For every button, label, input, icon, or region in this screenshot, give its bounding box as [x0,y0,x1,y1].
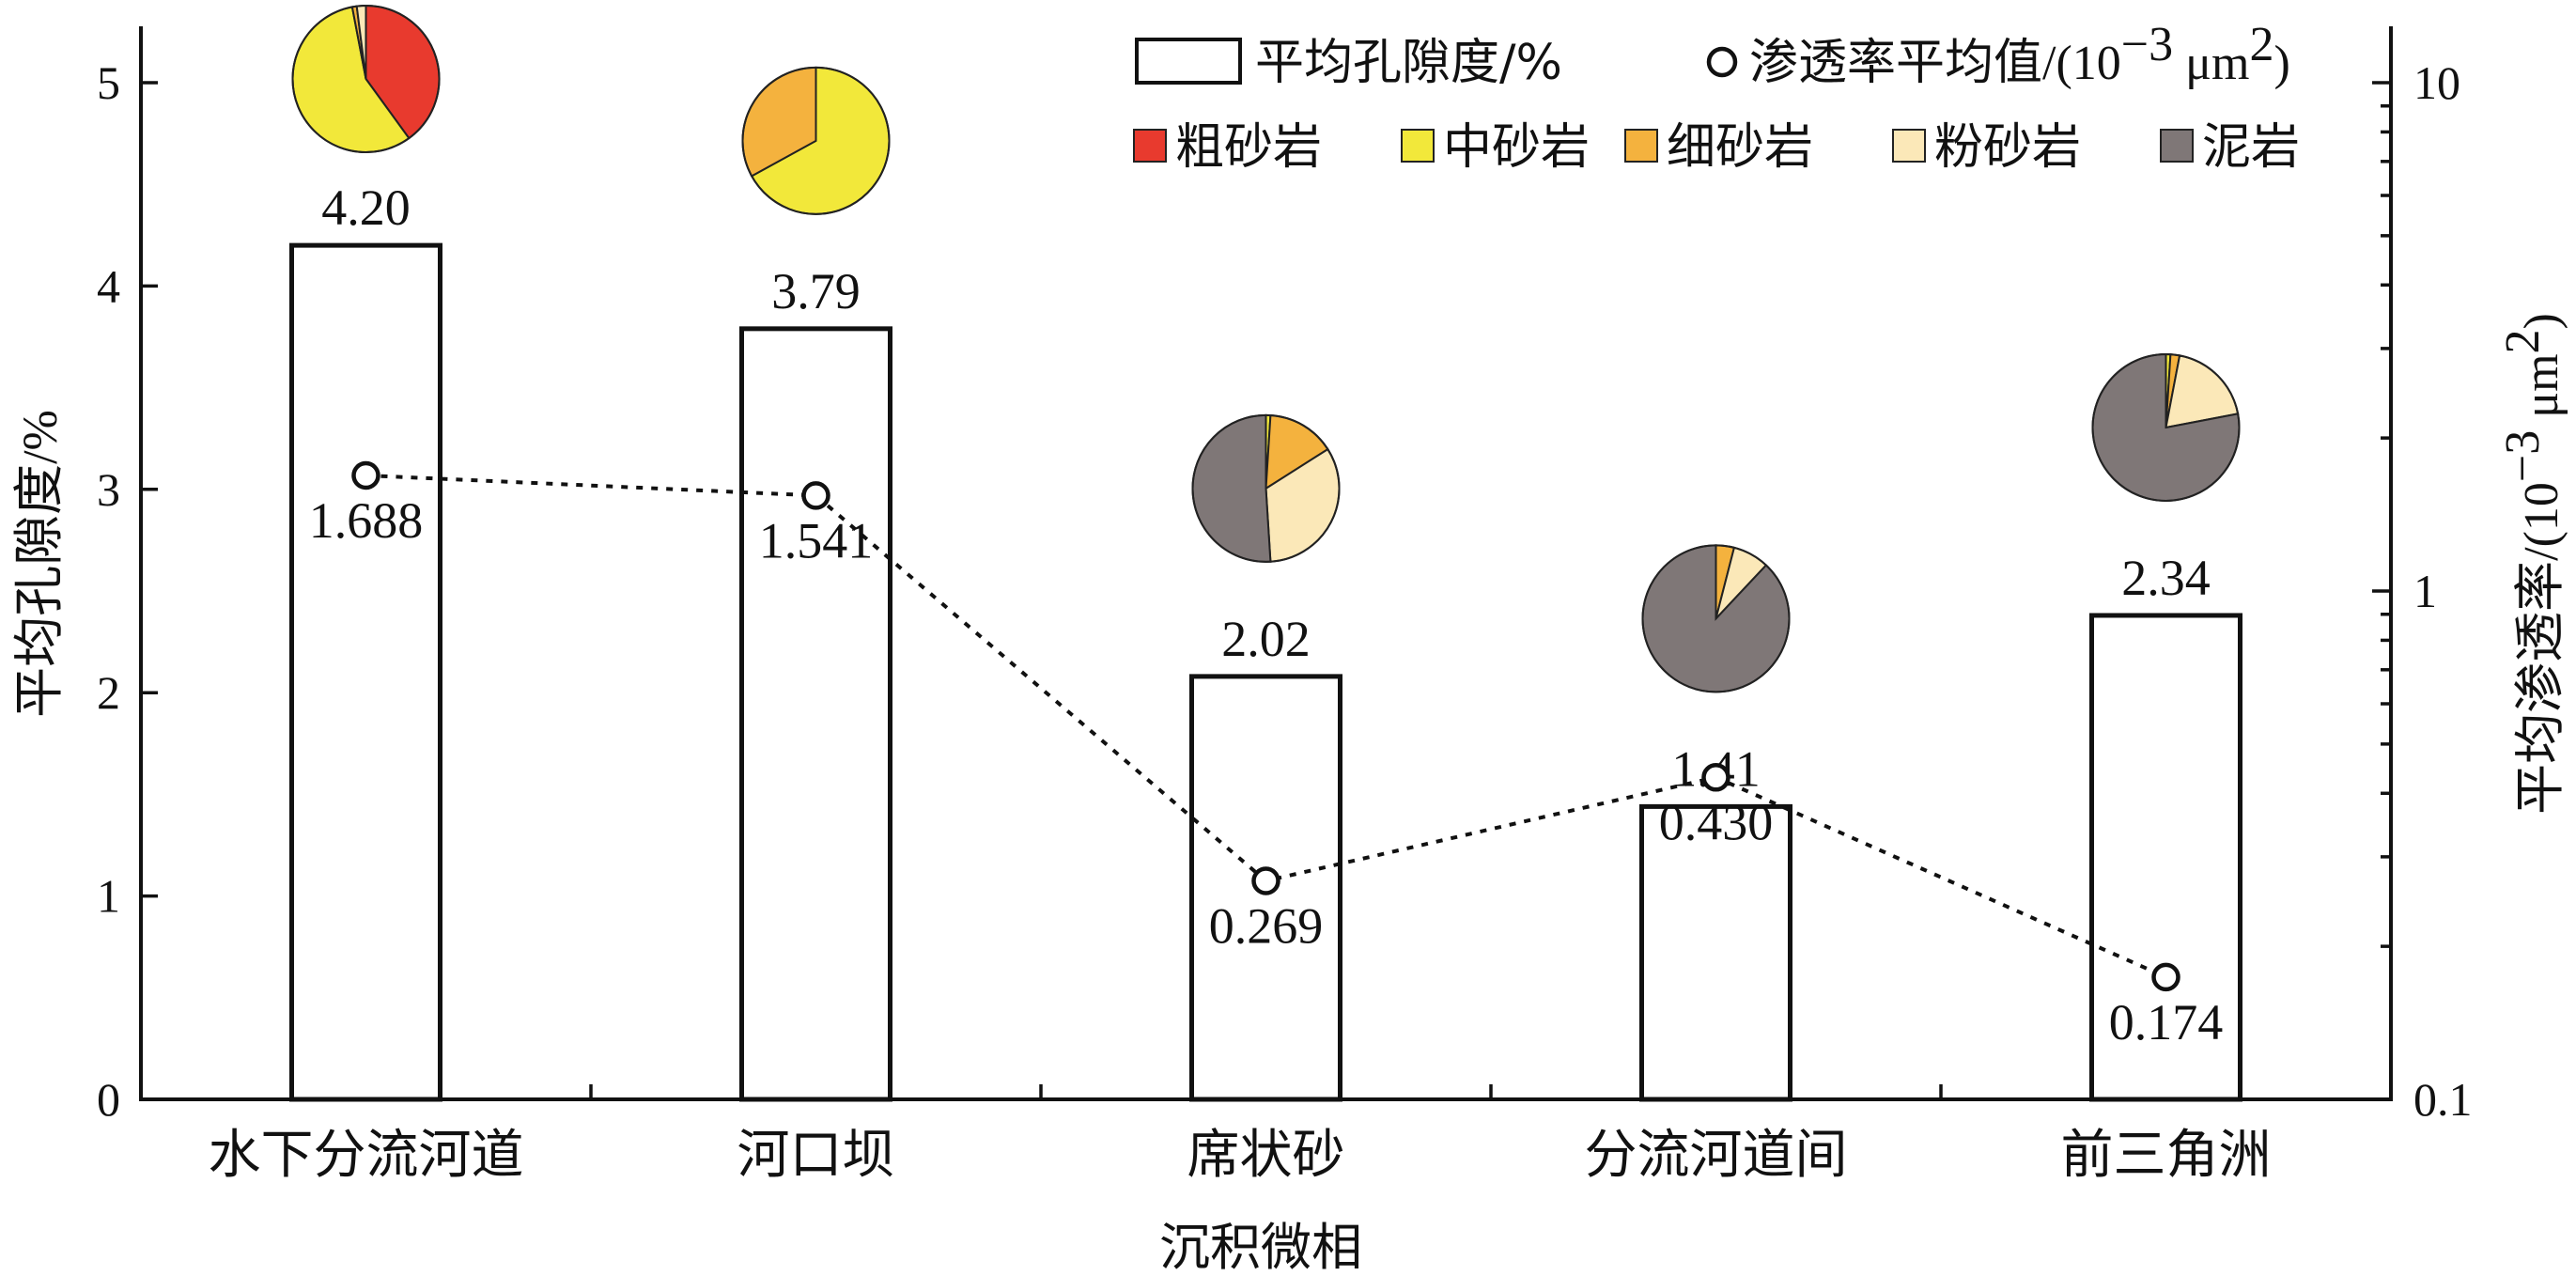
left-tick-label: 5 [97,56,120,109]
porosity-value-label: 3.79 [771,263,861,319]
left-tick-label: 3 [97,463,120,516]
right-ticks: 0.1 1 10 [2372,56,2473,1126]
legend-lithology-swatch [1133,129,1167,163]
lithology-pie [1641,544,1791,693]
right-tick-label: 0.1 [2413,1073,2473,1126]
x-axis-title: 沉积微相 [1159,1218,1362,1276]
legend: 平均孔隙度/% 渗透率平均值/(10−3 μm2) 粗砂岩 中砂岩 细砂岩 粉砂岩 泥岩 [1133,18,2300,176]
legend-dot-marker [1706,46,1738,78]
legend-lithology-label: 粗砂岩 [1175,119,1322,176]
y-right-axis-title: 平均渗透率/(10−3 μm2) [2496,313,2569,815]
porosity-bar [739,326,892,1102]
porosity-bar [1639,803,1792,1102]
lithology-pie [741,66,891,215]
pies [291,4,2241,693]
left-tick-label: 2 [97,666,120,719]
right-tick-label: 1 [2413,565,2437,617]
pie-outline [1191,413,1341,563]
permeability-value-label: 0.269 [1209,898,1324,955]
category-label: 分流河道间 [1585,1125,1848,1186]
lithology-pie [1191,413,1341,563]
porosity-bar [289,242,442,1102]
legend-lithology-label: 粉砂岩 [1934,119,2081,176]
permeability-value-label: 0.430 [1659,794,1774,850]
porosity-value-label: 2.02 [1221,611,1311,667]
permeability-value-label: 0.174 [2109,994,2224,1050]
lithology-pie [2091,352,2241,502]
legend-lithology: 粗砂岩 中砂岩 细砂岩 粉砂岩 泥岩 [1133,119,2300,176]
legend-lithology-swatch [1624,129,1658,163]
porosity-bar [2089,613,2242,1102]
pie-outline [291,5,441,153]
legend-bar-label: 平均孔隙度/% [1255,35,1562,91]
permeability-series: 1.688 1.541 0.269 0.430 0.174 [309,460,2224,1050]
category-label: 水下分流河道 [209,1125,524,1186]
right-tick-label: 10 [2413,56,2460,109]
category-labels: 水下分流河道 河口坝 席状砂 分流河道间 前三角洲 [209,1125,2272,1186]
pie-slice [1191,413,1272,563]
legend-lithology-swatch [2160,129,2194,163]
porosity-value-label: 4.20 [321,179,411,236]
legend-bar-swatch [1135,38,1242,85]
legend-lithology-swatch [1892,129,1926,163]
permeability-point [2151,962,2180,992]
legend-lithology-label: 细砂岩 [1667,119,1813,176]
pie-outline [2091,352,2241,502]
bars: 4.203.792.021.412.34 [289,179,2242,1102]
y-left-axis-title: 平均孔隙度/% [9,410,69,718]
legend-lithology-label: 泥岩 [2202,119,2300,176]
legend-lithology-swatch [1401,129,1435,163]
left-tick-label: 0 [97,1073,120,1126]
permeability-value-label: 1.688 [309,492,424,549]
permeability-point [351,460,380,490]
category-label: 河口坝 [737,1125,895,1186]
left-tick-label: 4 [97,259,120,312]
category-label: 前三角洲 [2061,1125,2272,1186]
x-ticks [589,1084,1943,1099]
permeability-point [1251,866,1280,895]
left-ticks: 0 1 2 3 4 5 [97,56,158,1126]
legend-dot-label: 渗透率平均值/(10−3 μm2) [1749,18,2290,91]
lithology-pie [291,4,441,153]
category-label: 席状砂 [1187,1125,1345,1186]
legend-lithology-label: 中砂岩 [1443,119,1590,176]
pie-outline [741,66,891,215]
pie-outline [1641,544,1791,693]
permeability-value-label: 1.541 [759,512,874,568]
permeability-point [801,481,830,510]
porosity-value-label: 2.34 [2121,550,2211,606]
permeability-point [1701,763,1730,792]
left-tick-label: 1 [97,870,120,923]
